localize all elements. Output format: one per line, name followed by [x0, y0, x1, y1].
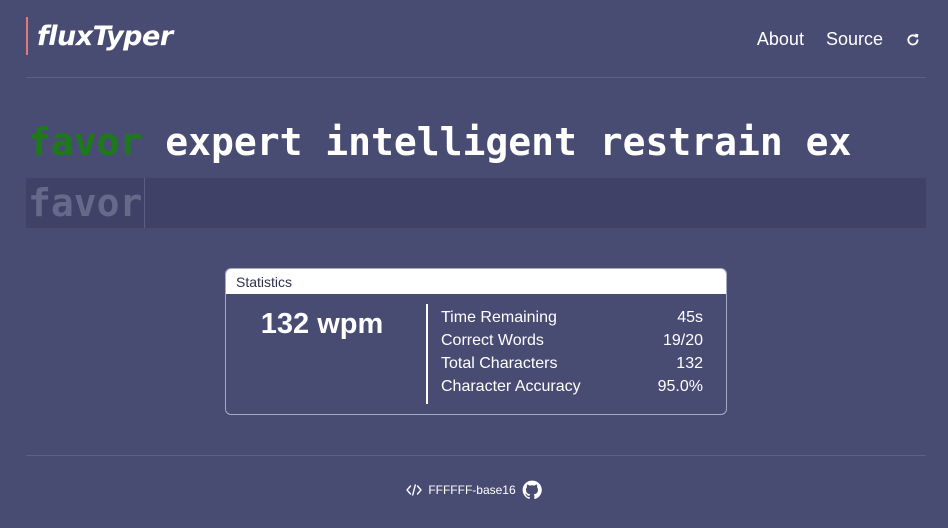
theme-name[interactable]: FFFFFF-base16 — [428, 483, 516, 497]
footer-divider — [26, 455, 926, 456]
statistics-panel: Statistics 132 wpm Time Remaining 45s Co… — [225, 268, 727, 415]
top-nav: About Source — [757, 29, 921, 50]
stat-character-accuracy: Character Accuracy 95.0% — [441, 376, 703, 399]
stat-label: Total Characters — [441, 355, 558, 372]
stat-label: Character Accuracy — [441, 378, 581, 395]
brand-name[interactable]: fluxTyper — [37, 20, 173, 52]
stat-label: Correct Words — [441, 332, 544, 349]
about-link[interactable]: About — [756, 29, 804, 49]
word-queue: favor expert intelligent restrain ex — [28, 117, 926, 167]
wpm-value: 132 wpm — [260, 308, 384, 340]
source-link[interactable]: Source — [825, 29, 883, 49]
word-upcoming: intelligent — [325, 120, 577, 164]
stat-total-characters: Total Characters 132 — [441, 353, 703, 376]
footer: FFFFFF-base16 — [0, 480, 948, 500]
typing-input[interactable]: favor — [26, 178, 926, 228]
stat-list: Time Remaining 45s Correct Words 19/20 T… — [441, 307, 703, 399]
stat-correct-words: Correct Words 19/20 — [441, 330, 703, 353]
stat-value: 95.0% — [657, 378, 703, 395]
statistics-title: Statistics — [226, 269, 726, 294]
word-upcoming: restrain — [599, 120, 783, 164]
word-completed: favor — [28, 120, 143, 164]
statistics-body: 132 wpm Time Remaining 45s Correct Words… — [226, 294, 726, 414]
code-icon — [406, 484, 423, 496]
stat-value: 45s — [677, 309, 703, 326]
top-bar: fluxTyper About Source — [26, 0, 926, 78]
word-upcoming: ex — [805, 120, 852, 164]
github-icon[interactable] — [522, 480, 542, 500]
stat-label: Time Remaining — [441, 309, 557, 326]
refresh-icon[interactable] — [905, 32, 921, 48]
word-upcoming: expert — [165, 120, 303, 164]
brand-logo[interactable]: fluxTyper — [26, 17, 173, 55]
stat-time-remaining: Time Remaining 45s — [441, 307, 703, 330]
stat-value: 132 — [676, 355, 703, 372]
stats-divider — [426, 304, 428, 404]
typed-text: favor — [26, 178, 146, 228]
stat-value: 19/20 — [662, 332, 703, 349]
